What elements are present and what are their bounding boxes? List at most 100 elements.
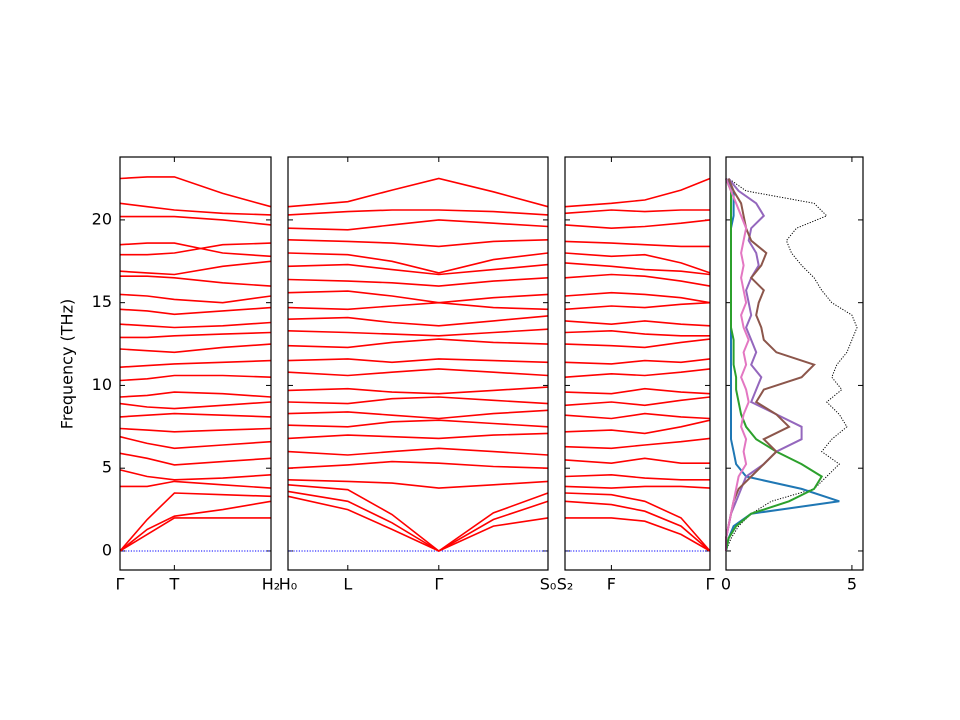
y-tick-label: 15	[92, 292, 112, 311]
band-line	[120, 275, 272, 287]
band-line	[564, 329, 710, 337]
y-tick-label: 0	[102, 540, 112, 559]
y-tick-label: 20	[92, 209, 112, 228]
band-line	[564, 485, 711, 489]
dos-line	[725, 178, 816, 551]
band-line	[564, 273, 711, 287]
band-line	[287, 419, 549, 428]
band-line	[564, 320, 711, 327]
x-tick-label: L	[343, 575, 352, 594]
x-tick-label: 0	[721, 575, 731, 594]
band-line	[287, 358, 549, 364]
band-line	[287, 239, 549, 248]
band-line	[119, 321, 272, 329]
band-line	[564, 419, 711, 435]
x-tick-label: Γ	[116, 575, 125, 594]
y-tick-label: 5	[102, 458, 112, 477]
dos-line	[725, 178, 824, 552]
band-line	[119, 435, 272, 450]
band-line	[287, 490, 549, 552]
band-line	[564, 262, 711, 276]
band-line	[287, 263, 549, 276]
plot-frame	[564, 156, 711, 571]
band-line	[287, 315, 549, 327]
band-line	[119, 293, 272, 304]
plot-frame	[725, 156, 864, 571]
band-line	[287, 252, 549, 274]
band-line	[119, 306, 272, 316]
dos-line	[725, 178, 750, 551]
band-line	[119, 374, 272, 382]
band-line	[287, 432, 549, 440]
band-line	[287, 301, 549, 311]
band-line	[119, 412, 272, 418]
band-line	[119, 391, 272, 398]
band-line	[564, 209, 710, 215]
x-tick-label: S₀	[540, 575, 557, 594]
band-line	[564, 500, 711, 552]
band-line	[287, 447, 549, 456]
band-line	[287, 290, 549, 304]
band-line	[119, 492, 272, 552]
band-line	[564, 437, 711, 450]
x-tick-label: Γ	[706, 575, 715, 594]
band-line	[564, 492, 711, 552]
x-tick-label: 5	[847, 575, 857, 594]
band-line	[564, 457, 710, 465]
band-line	[564, 358, 711, 365]
band-line	[287, 386, 549, 395]
band-line	[119, 452, 272, 466]
band-line	[564, 396, 711, 407]
band-line	[119, 202, 272, 216]
band-line	[287, 219, 549, 231]
x-tick-label: H₂	[262, 575, 280, 594]
dos-line	[725, 177, 803, 551]
band-line	[120, 215, 272, 226]
plot-frame	[119, 156, 272, 571]
band-line	[287, 368, 549, 377]
band-line	[287, 277, 549, 287]
band-line	[287, 409, 549, 420]
band-line	[287, 495, 549, 552]
band-line	[564, 252, 711, 274]
band-line	[564, 412, 711, 420]
plot-frame	[287, 156, 549, 571]
x-tick-label: H₀	[279, 575, 297, 594]
band-line	[120, 480, 272, 489]
band-line	[120, 242, 272, 256]
band-line	[564, 387, 711, 395]
band-line	[119, 359, 272, 368]
band-line	[287, 328, 549, 337]
band-line	[119, 500, 272, 552]
band-line	[119, 343, 272, 354]
band-line	[119, 401, 272, 410]
x-tick-label: S₂	[557, 575, 574, 594]
x-tick-label: F	[607, 575, 616, 594]
band-line	[564, 219, 711, 230]
y-tick-label: 10	[92, 375, 112, 394]
band-line	[564, 291, 711, 304]
y-axis-label: Frequency (THz)	[58, 299, 77, 429]
band-line	[564, 473, 710, 481]
band-line	[565, 517, 711, 552]
band-line	[287, 484, 549, 552]
dos-line	[725, 177, 840, 552]
band-line	[119, 427, 272, 433]
band-line	[287, 177, 549, 208]
band-line	[564, 301, 711, 311]
x-tick-label: T	[168, 575, 179, 594]
band-line	[564, 338, 711, 349]
band-line	[287, 396, 549, 405]
band-line	[120, 331, 272, 339]
band-line	[287, 338, 549, 349]
x-tick-label: Γ	[434, 575, 443, 594]
band-line	[564, 177, 711, 208]
band-line	[119, 517, 271, 552]
band-line	[287, 479, 549, 489]
band-line	[287, 209, 549, 216]
band-line	[564, 240, 710, 248]
band-line	[119, 176, 272, 208]
band-line	[287, 460, 549, 469]
band-line	[119, 469, 272, 481]
